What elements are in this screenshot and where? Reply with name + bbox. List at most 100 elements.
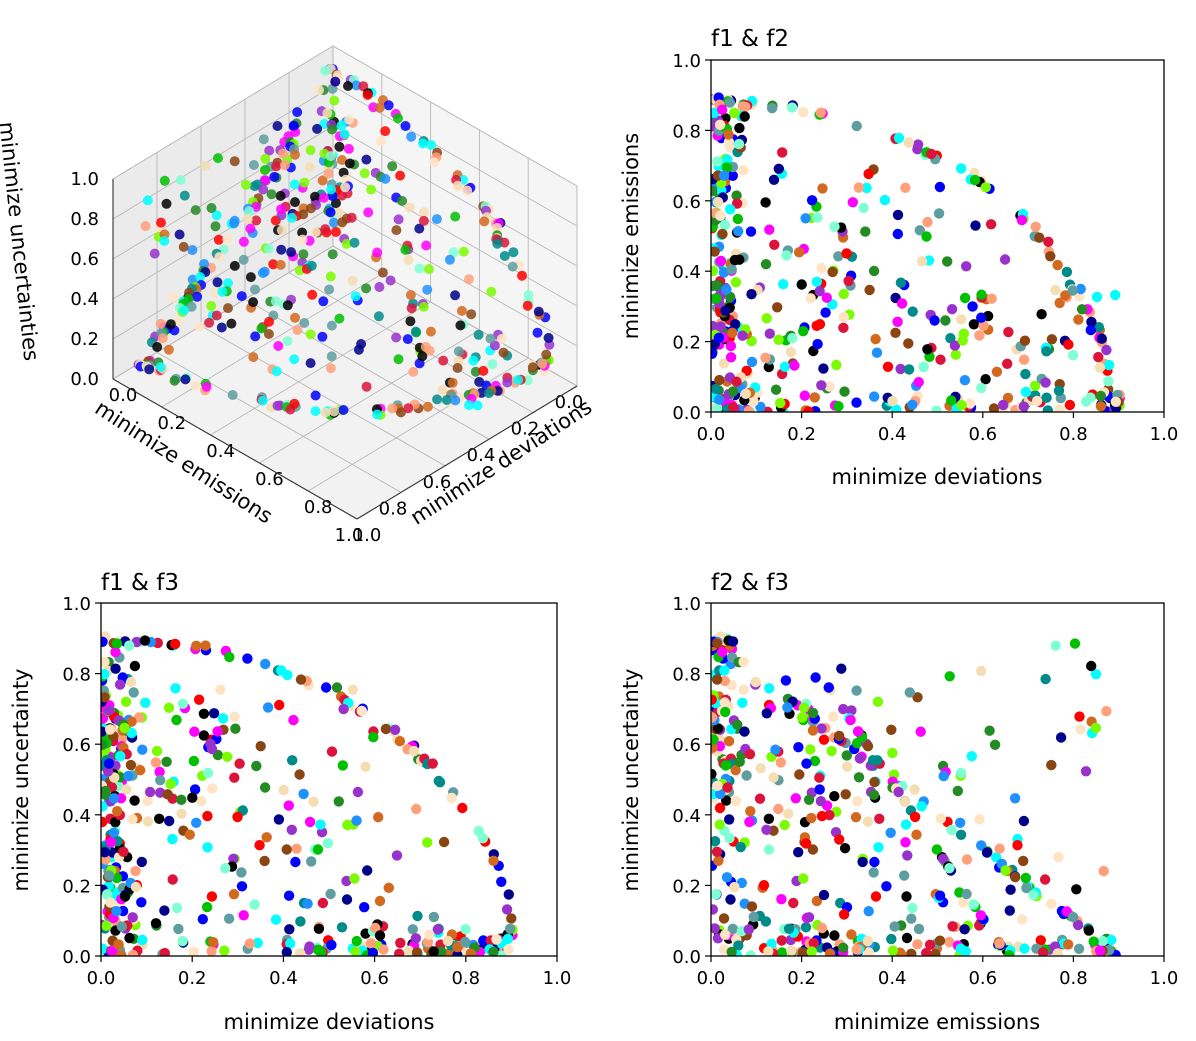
scatter3d-point <box>431 214 442 225</box>
scatter3d-ztick-label: 0.4 <box>70 289 99 310</box>
f2f3-point <box>760 916 772 927</box>
scatter3d-point <box>346 212 357 223</box>
f1f3-point <box>120 696 132 707</box>
scatter3d-xaxis-line <box>112 378 358 520</box>
f1f3-point <box>295 916 306 927</box>
f1f2-xtick-label: 0.0 <box>697 424 726 445</box>
f2f3-point <box>1083 925 1095 936</box>
scatter3d-point <box>305 329 316 340</box>
f1f3-point <box>206 891 218 902</box>
scatter3d-ztick-label: 1.0 <box>70 169 99 190</box>
f2f3-point <box>1018 855 1029 867</box>
f2f3-point <box>851 944 862 955</box>
scatter3d-point <box>532 327 543 338</box>
f1f3-point <box>294 769 305 780</box>
f2f3-point <box>1090 722 1102 734</box>
f1f2-point <box>722 154 733 165</box>
f1f2-point <box>724 97 736 108</box>
scatter3d-point <box>517 270 527 281</box>
f1f3-point <box>341 894 353 905</box>
f2f3-point <box>944 936 955 948</box>
scatter3d-point <box>343 81 353 91</box>
f1f2-point <box>1067 349 1079 361</box>
f1f2-point <box>926 148 937 160</box>
f1f2-point <box>732 213 744 225</box>
scatter3d-point <box>373 311 384 322</box>
scatter3d-point <box>290 312 300 323</box>
f1f3-point <box>288 714 299 726</box>
f2f3-point <box>946 824 957 836</box>
f1f2-point <box>727 327 738 338</box>
f2f3-point <box>713 855 724 866</box>
scatter3d-point <box>245 272 256 283</box>
f1f2-point <box>1110 289 1121 301</box>
f1f2-ytick-label: 0.6 <box>672 192 701 213</box>
f2f3-point <box>909 811 921 823</box>
f1f3-point <box>187 792 198 803</box>
f1f3-point <box>150 757 162 768</box>
f2f3-point <box>1052 948 1063 956</box>
f1f2-point <box>711 383 722 395</box>
f1f2-point <box>764 224 775 235</box>
scatter3d-point <box>448 247 459 258</box>
f1f2-point <box>713 332 725 343</box>
f1f3-point <box>220 863 231 874</box>
f2f3-point <box>846 929 857 940</box>
scatter3d-point <box>527 362 538 373</box>
f2f3-point <box>1101 706 1112 717</box>
f1f2-point <box>980 182 991 193</box>
scatter3d-point <box>305 203 316 214</box>
f2f3-point <box>725 894 736 905</box>
f2f3-point <box>711 694 717 705</box>
f2f3-point <box>834 730 845 742</box>
scatter3d-point <box>242 214 253 225</box>
f2f3-point <box>1000 865 1011 876</box>
f2f3-frame <box>710 602 1165 957</box>
f1f2-plot: f1 & f2 0.0 0.2 0.4 0.6 0.8 1.00.00.20.40.60.… <box>619 26 1178 489</box>
f1f3-point <box>315 819 326 830</box>
scatter3d-point <box>498 347 509 358</box>
f1f2-point <box>811 276 822 287</box>
f1f2-point <box>770 384 782 395</box>
f2f3-point <box>921 947 932 956</box>
f1f3-point <box>408 745 420 757</box>
scatter3d-point <box>350 291 361 302</box>
f2f3-point <box>806 812 817 824</box>
f1f3-ytick-label: 1.0 <box>62 594 91 615</box>
f1f2-point <box>803 406 814 412</box>
scatter3d-point <box>320 407 331 418</box>
scatter3d-point <box>420 341 431 352</box>
scatter3d-point <box>229 156 240 167</box>
f1f3-point <box>389 724 401 735</box>
f1f3-point <box>115 751 126 762</box>
f2f3-point <box>741 770 752 781</box>
f2f3-point <box>989 739 1001 750</box>
f2f3-point <box>711 674 723 685</box>
f1f3-point <box>285 938 296 949</box>
f2f3-point <box>721 872 733 883</box>
f1f3-point <box>374 930 386 941</box>
f2f3-point <box>724 814 735 825</box>
f1f3-ylabel: minimize uncertainty <box>9 669 33 892</box>
f1f2-point <box>858 202 869 214</box>
f1f2-point <box>717 228 728 240</box>
f1f3-point <box>101 669 110 680</box>
f2f3-point <box>852 726 864 737</box>
f2f3-point <box>810 672 821 683</box>
f1f3-point <box>391 850 403 861</box>
f1f3-point <box>341 875 352 887</box>
scatter3d-point <box>161 198 172 209</box>
scatter3d-point <box>157 333 168 344</box>
f1f2-point <box>988 403 1000 412</box>
f1f2-point <box>942 256 953 267</box>
f2f3-point <box>720 706 731 718</box>
scatter3d-point <box>264 316 274 327</box>
scatter3d-point <box>223 303 233 314</box>
f1f3-point <box>446 792 457 804</box>
scatter3d-point <box>251 215 262 226</box>
scatter3d-point <box>270 296 281 307</box>
scatter3d-ytick-label: 0.0 <box>555 392 584 413</box>
scatter3d-point <box>487 359 498 370</box>
scatter3d-point <box>522 300 533 311</box>
f2f3-point <box>779 819 790 831</box>
